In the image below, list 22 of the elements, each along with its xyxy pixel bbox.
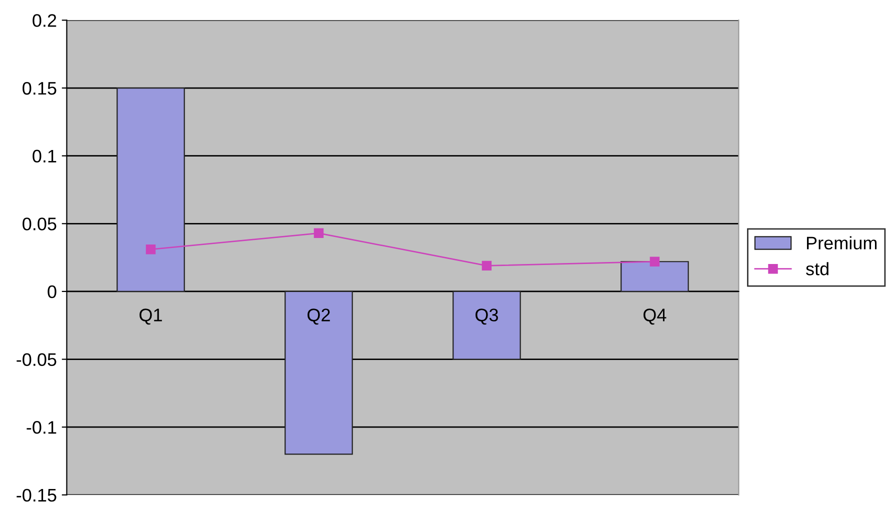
bar — [116, 87, 185, 292]
point — [314, 228, 324, 238]
x-tick-label: Q2 — [308, 308, 330, 325]
y-tick-label: 0.1 — [32, 150, 56, 163]
bar — [620, 261, 689, 292]
legend-label: std — [806, 262, 828, 276]
y-tick-label: 0.05 — [22, 218, 56, 230]
y-tick-label: 0.15 — [22, 82, 56, 95]
x-tick-label: Q3 — [476, 308, 498, 325]
y-tick-label: 0 — [48, 285, 56, 298]
bar — [452, 290, 521, 360]
y-tick-label: -0.1 — [26, 421, 56, 434]
x-tick-label: Q1 — [140, 308, 162, 325]
y-tick-label: 0.2 — [32, 14, 56, 27]
x-tick-label: Q4 — [644, 308, 666, 325]
point — [482, 260, 492, 271]
y-tick-label: -0.15 — [16, 488, 56, 502]
legend-label: Premium — [806, 236, 877, 250]
y-tick-label: -0.05 — [16, 353, 56, 366]
bar — [284, 290, 353, 455]
point — [146, 244, 156, 254]
point — [650, 256, 660, 266]
